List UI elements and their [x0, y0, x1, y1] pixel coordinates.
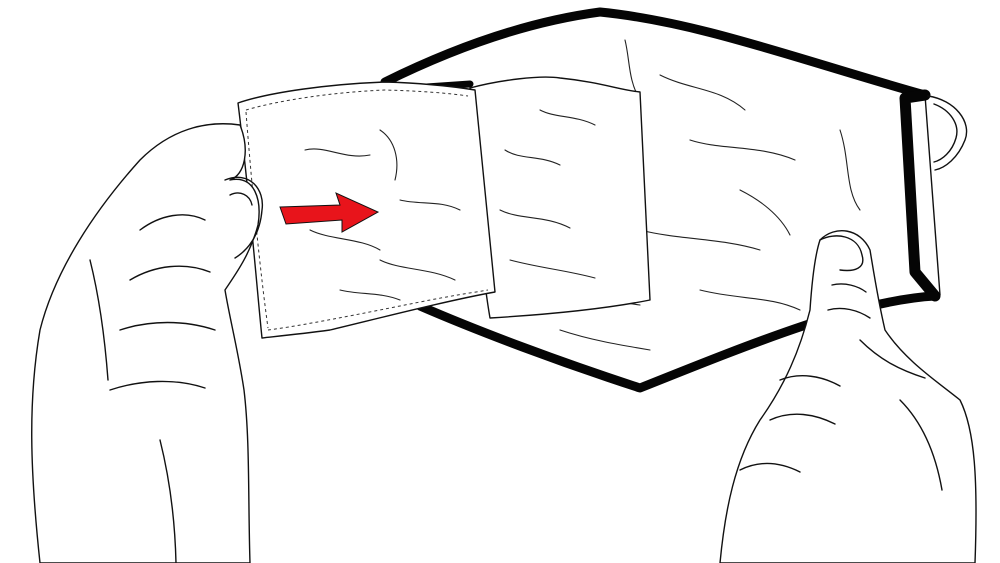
arrow-right-icon: [279, 192, 380, 233]
left-hand: [31, 123, 264, 563]
mask-fold-edge: [469, 76, 651, 319]
right-hand: [719, 230, 977, 563]
ear-loop: [927, 95, 968, 171]
